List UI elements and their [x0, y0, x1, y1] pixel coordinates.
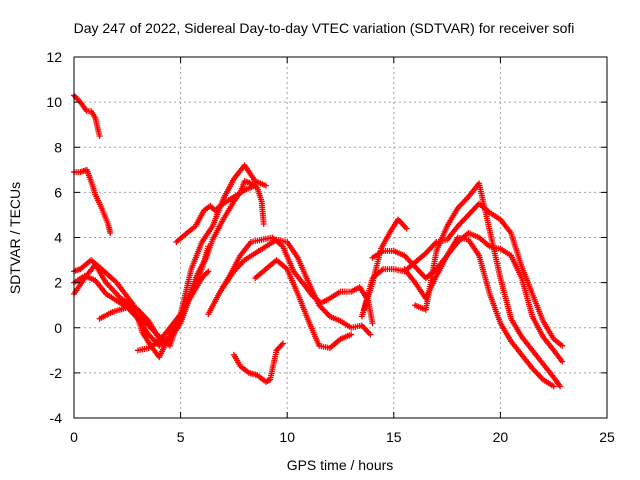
y-tick-label: 8: [54, 139, 62, 155]
y-tick-label: 0: [54, 320, 62, 336]
data-point: [559, 342, 566, 349]
data-points: [71, 92, 566, 390]
x-axis: 0 5 10 15 20 25: [70, 57, 615, 445]
y-tick-label: -2: [50, 365, 63, 381]
chart-title: Day 247 of 2022, Sidereal Day-to-day VTE…: [74, 20, 575, 36]
x-tick-label: 20: [493, 429, 509, 445]
series-trace-h: [173, 182, 259, 246]
data-point: [96, 132, 103, 139]
x-tick-label: 10: [279, 429, 295, 445]
data-point: [279, 340, 286, 347]
series-trace-a: [71, 92, 103, 139]
series-trace-q: [412, 180, 564, 390]
series-trace-k: [252, 257, 355, 352]
data-point: [260, 220, 267, 227]
data-point: [557, 383, 564, 390]
grid-lines: [74, 57, 607, 418]
data-point: [403, 225, 410, 232]
series-trace-p: [401, 234, 557, 390]
data-point: [262, 182, 269, 189]
y-axis-label: SDTVAR / TECUs: [7, 182, 23, 294]
y-axis: -4 -2 0 2 4 6 8 10 12: [46, 49, 607, 426]
series-trace-g: [134, 268, 212, 354]
data-point: [205, 268, 212, 275]
x-tick-label: 5: [177, 429, 185, 445]
y-tick-label: -4: [50, 410, 63, 426]
data-point: [348, 331, 355, 338]
series-trace-b: [71, 166, 114, 236]
data-point: [367, 331, 374, 338]
data-point: [107, 229, 114, 236]
data-point: [252, 182, 259, 189]
series-trace-n: [360, 200, 566, 349]
y-tick-label: 12: [46, 49, 62, 65]
x-axis-label: GPS time / hours: [287, 457, 394, 473]
y-tick-label: 10: [46, 94, 62, 110]
x-tick-label: 0: [70, 429, 78, 445]
y-tick-label: 4: [54, 230, 62, 246]
x-tick-label: 25: [599, 429, 615, 445]
x-tick-label: 15: [386, 429, 402, 445]
data-point: [559, 358, 566, 365]
data-point: [550, 383, 557, 390]
y-tick-label: 6: [54, 184, 62, 200]
series-trace-l: [230, 340, 286, 385]
data-point: [205, 243, 212, 250]
series-trace-j: [220, 236, 374, 338]
data-point: [369, 320, 376, 327]
y-tick-label: 2: [54, 275, 62, 291]
